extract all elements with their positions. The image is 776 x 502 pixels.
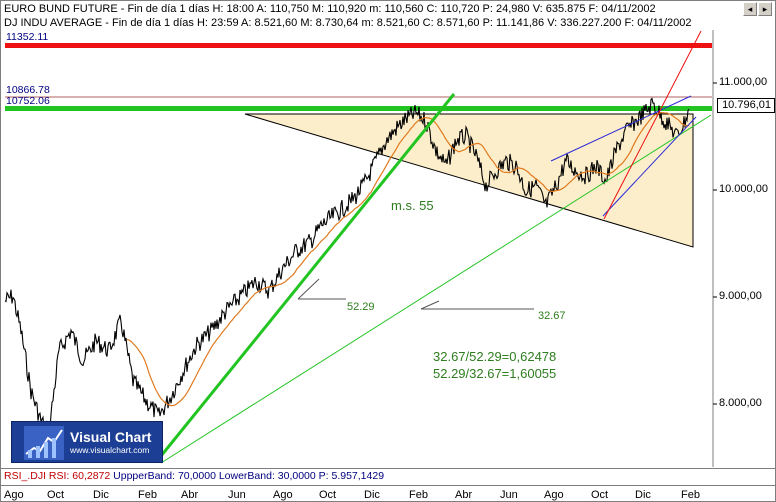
current-price-box: 10.796,01	[717, 98, 775, 113]
x-tick-label: Abr	[181, 489, 199, 501]
moving-average-line	[126, 111, 690, 407]
x-tick-label: Jun	[228, 489, 246, 501]
rsi-params: UppperBand: 70,0000 LowerBand: 30,0000 P…	[113, 470, 385, 482]
logo-name: Visual Chart	[70, 429, 152, 445]
x-tick-label: Feb	[138, 489, 157, 501]
green-horizontal-line	[5, 106, 712, 111]
title-line-dji: DJ INDU AVERAGE - Fin de día 1 días H: 2…	[4, 17, 692, 29]
x-tick-label: Ago	[273, 489, 293, 501]
ratio-annotation-1: 32.67/52.29=0,62478	[433, 349, 557, 364]
thick-green-trendline	[159, 93, 456, 457]
green-line-price-label: 10752.06	[6, 95, 50, 107]
rsi-label: RSI_.DJI RSI: 60,2872	[4, 470, 111, 482]
measure-line-a-tick	[297, 278, 320, 300]
thin-green-trendline	[160, 114, 712, 464]
moving-average-label: m.s. 55	[391, 198, 434, 213]
measure-value-a: 52.29	[347, 301, 375, 313]
chart-logo-icon	[24, 426, 64, 460]
price-series	[4, 97, 690, 438]
y-tick-label: 11.000,00	[719, 76, 768, 88]
upper-line-price-label: 10866.78	[6, 84, 50, 96]
x-tick-label: Jun	[500, 489, 518, 501]
y-tick-label: 9.000,00	[719, 290, 762, 302]
visual-chart-logo: Visual Chart www.visualchart.com	[11, 421, 163, 463]
window-buttons: ◂ ▸	[743, 2, 772, 16]
y-tick-label: 8.000,00	[719, 397, 762, 409]
red-resistance-line	[5, 43, 712, 48]
x-tick-label: Ago	[544, 489, 564, 501]
scroll-right-button[interactable]: ▸	[758, 2, 772, 16]
scroll-left-button[interactable]: ◂	[743, 2, 757, 16]
x-tick-label: Feb	[681, 489, 700, 501]
ratio-annotation-2: 52.29/32.67=1,60055	[433, 366, 557, 381]
red-steep-trendline	[603, 30, 702, 220]
x-tick-label: Oct	[591, 489, 609, 501]
x-tick-label: Dic	[93, 489, 109, 501]
x-tick-label: Feb	[409, 489, 428, 501]
y-tick-label: 10.000,00	[719, 183, 768, 195]
x-tick-label: Dic	[635, 489, 651, 501]
red-line-price-label: 11352.11	[6, 31, 49, 43]
blue-channel-upper	[550, 95, 692, 162]
logo-url: www.visualchart.com	[70, 445, 150, 455]
rsi-indicator-bar: RSI_.DJI RSI: 60,2872 UppperBand: 70,000…	[1, 468, 775, 484]
blue-channel-lower	[602, 116, 697, 217]
x-tick-label: Abr	[455, 489, 473, 501]
x-tick-label: Dic	[364, 489, 380, 501]
plot-area	[3, 30, 713, 466]
x-axis: Ago Oct Dic Feb Abr Jun Ago Oct Dic Feb …	[1, 485, 775, 501]
measure-line-b-tick	[420, 300, 440, 310]
x-tick-label: Oct	[47, 489, 65, 501]
x-tick-label: Oct	[319, 489, 337, 501]
title-line-bund: EURO BUND FUTURE - Fin de día 1 días H: …	[4, 3, 656, 15]
x-tick-label: Ago	[4, 489, 24, 501]
measure-value-b: 32.67	[538, 310, 566, 322]
